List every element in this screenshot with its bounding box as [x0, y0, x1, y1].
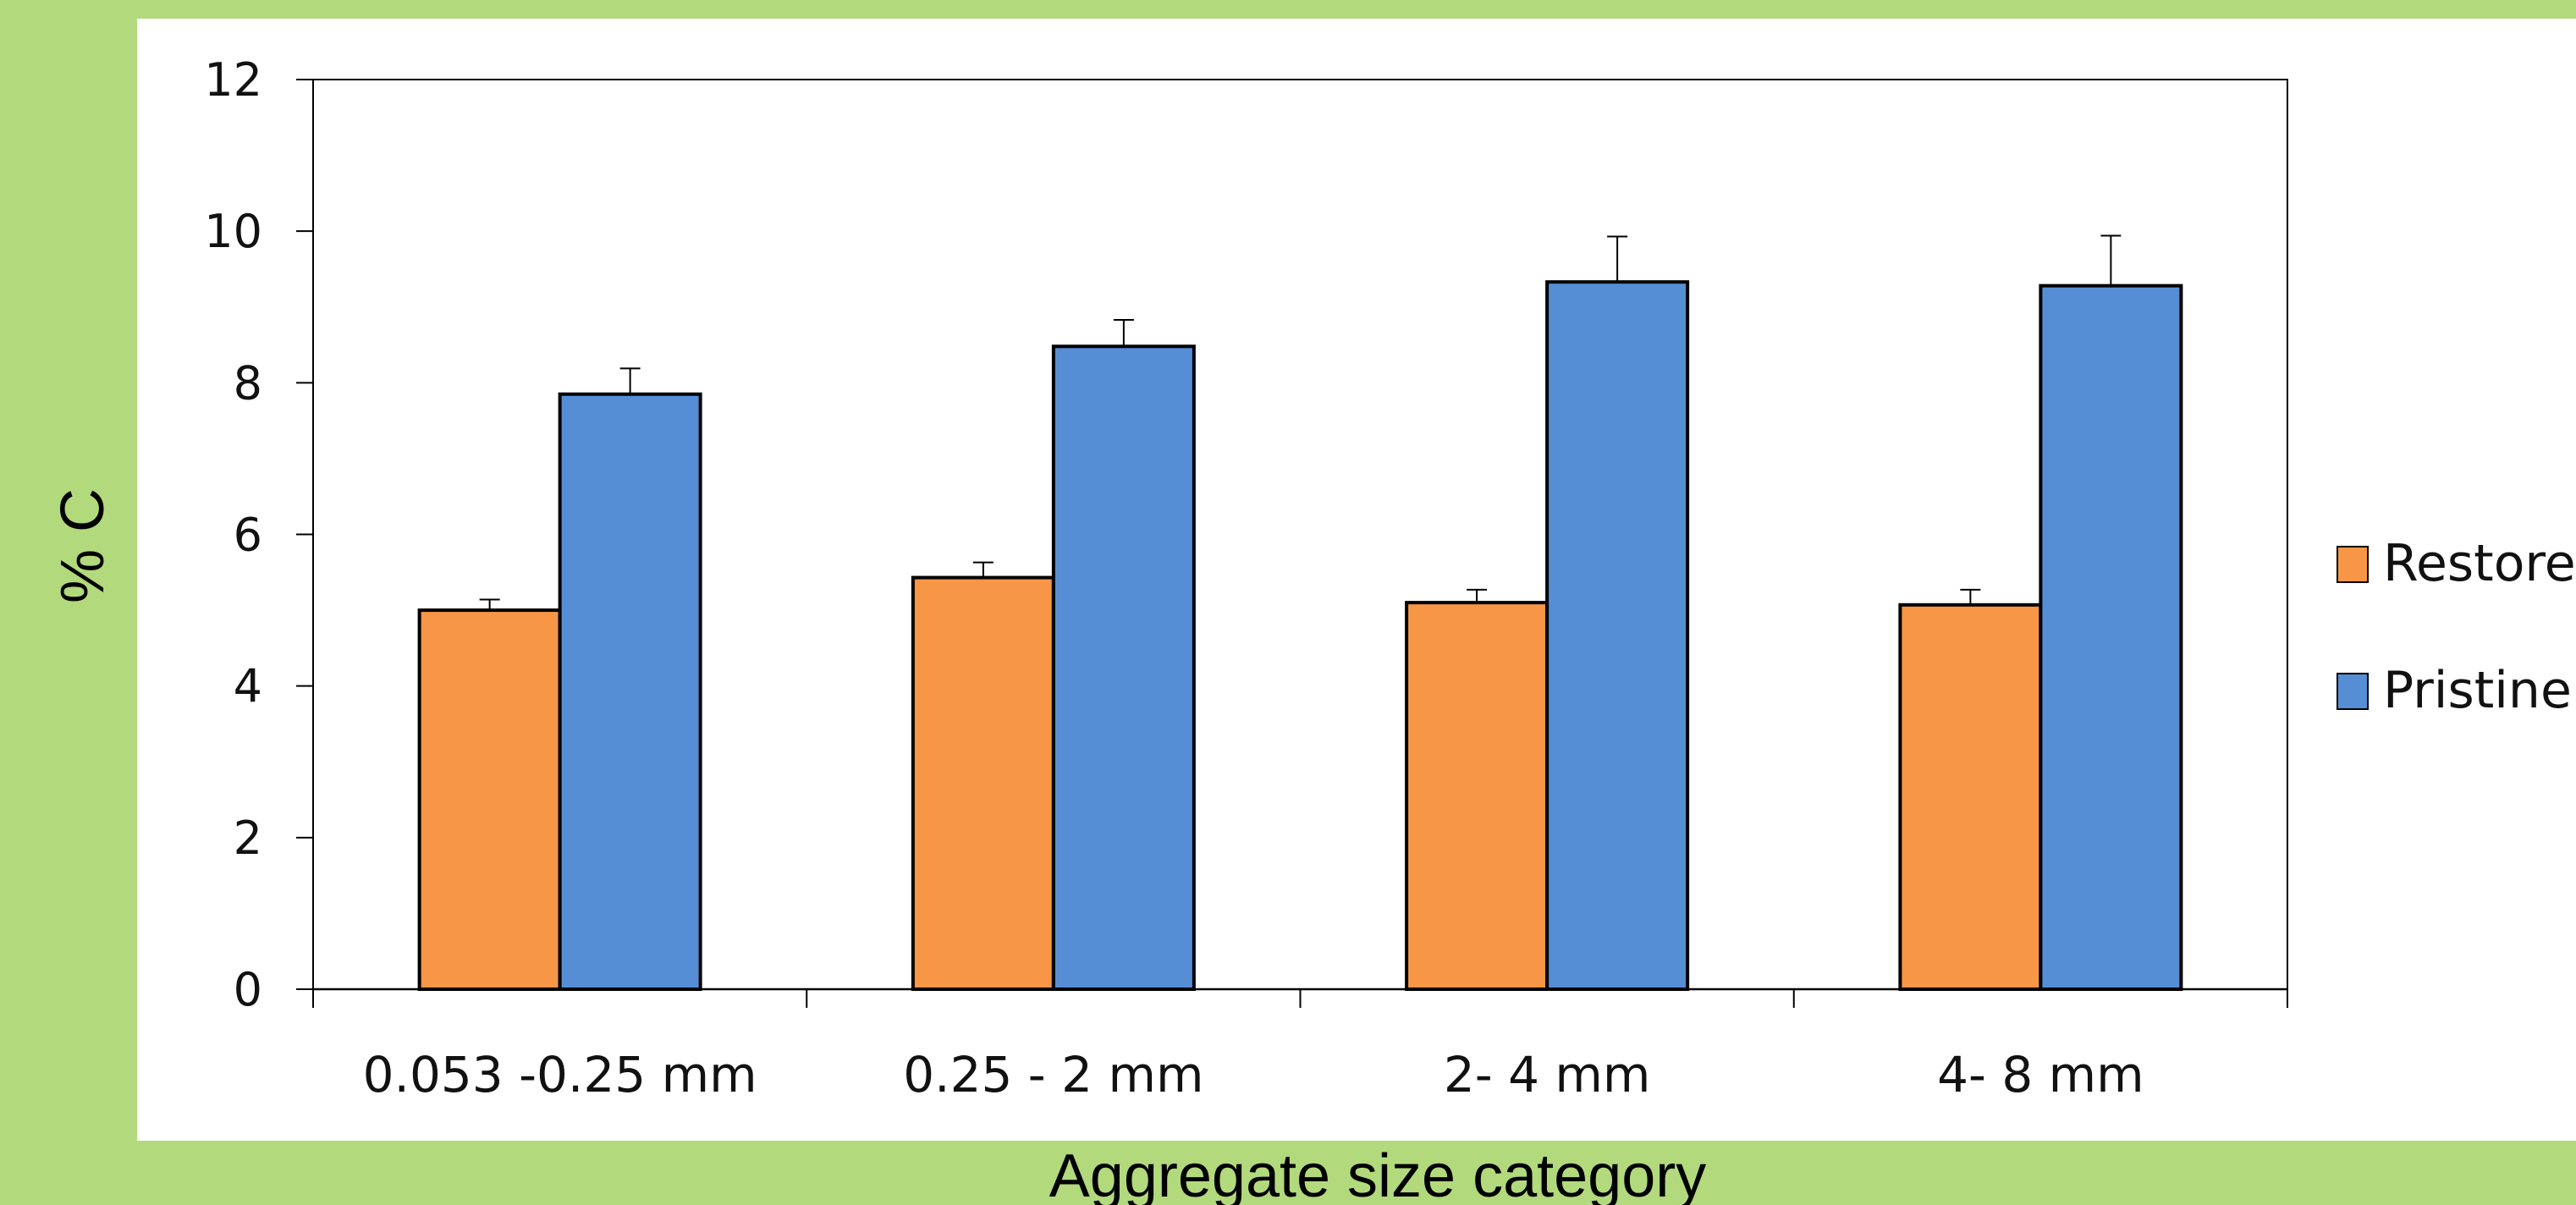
- x-axis-title: Aggregate size category: [1049, 1142, 1706, 1205]
- bar-restored: [417, 608, 562, 991]
- bars-layer: [417, 280, 2183, 992]
- x-category-label: 0.053 -0.25 mm: [363, 1046, 757, 1103]
- x-category-label: 0.25 - 2 mm: [903, 1046, 1203, 1103]
- bar-pristine: [2039, 283, 2183, 991]
- x-category-label: 2- 4 mm: [1444, 1046, 1651, 1103]
- bar-restored: [911, 575, 1055, 991]
- bar-pristine: [558, 392, 702, 992]
- error-bars-layer: [479, 234, 2122, 611]
- x-category-label: 4- 8 mm: [1937, 1046, 2144, 1103]
- bar-pristine: [1545, 280, 1690, 991]
- y-tick-label: 0: [234, 963, 262, 1016]
- y-axis-title: % C: [49, 488, 117, 603]
- y-tick-label: 12: [204, 53, 262, 107]
- bar-restored: [1898, 602, 2043, 991]
- bar-pristine: [1051, 344, 1196, 992]
- y-tick-label: 4: [234, 660, 262, 713]
- legend-swatch-pristine: [2337, 673, 2369, 710]
- legend: Restored Pristine: [2337, 534, 2576, 720]
- legend-label-pristine: Pristine: [2383, 661, 2572, 720]
- y-tick-label: 6: [234, 509, 262, 562]
- y-tick-label: 2: [234, 812, 262, 865]
- bar-restored: [1405, 601, 1549, 991]
- y-tick-label: 10: [204, 205, 262, 258]
- legend-swatch-restored: [2337, 546, 2369, 583]
- y-tick-label: 8: [234, 356, 262, 410]
- axes-layer: [296, 79, 2288, 1008]
- tick-labels-layer: 0 2 4 6 8 10 12 0.053 -0.25 mm 0.25 - 2 mm 2- 4 m…: [204, 53, 2144, 1103]
- legend-label-restored: Restored: [2383, 534, 2576, 593]
